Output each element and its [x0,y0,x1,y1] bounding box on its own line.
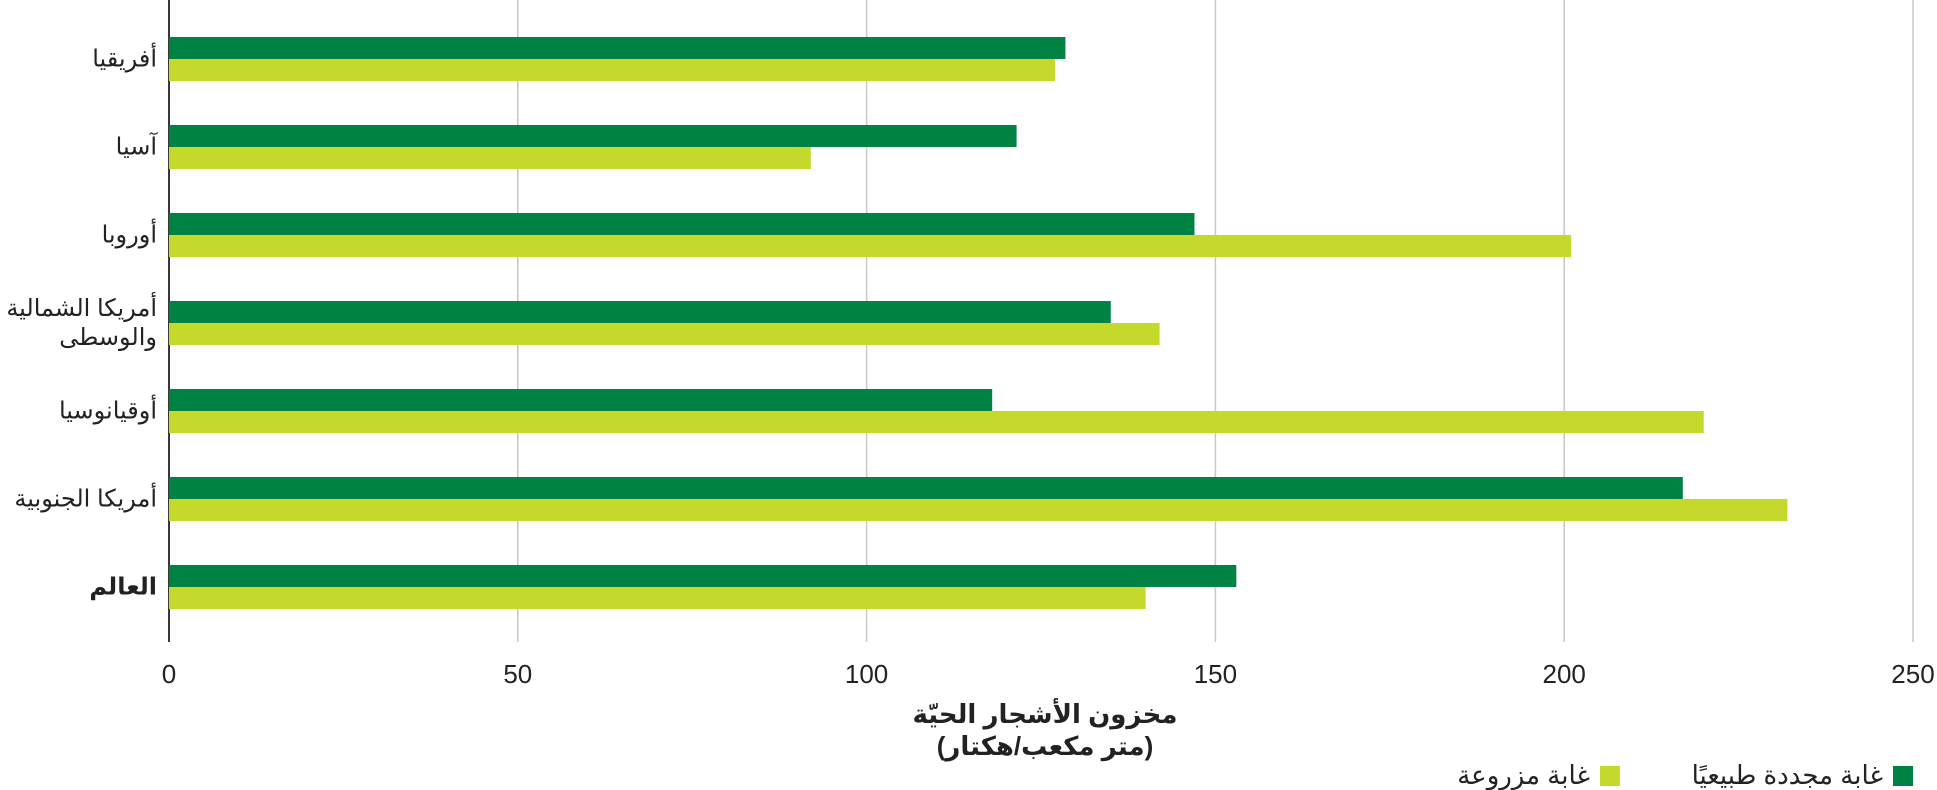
bar [169,59,1055,81]
bar [169,477,1683,499]
bar [169,587,1146,609]
legend-label: غابة مجددة طبيعيًا [1692,760,1883,790]
bar [169,323,1160,345]
x-tick-label: 0 [162,659,176,689]
bar [169,213,1195,235]
y-tick-label: أمريكا الشمالية والوسطى [6,295,157,351]
x-tick-label: 50 [503,659,532,689]
y-tick-label: أفريقيا [92,45,157,73]
bar [169,37,1066,59]
bar [169,147,811,169]
x-axis-title: (متر مكعب/هكتار) [937,731,1154,762]
bar [169,565,1237,587]
legend-swatch [1893,766,1913,786]
bar [169,499,1788,521]
x-tick-label: 250 [1891,659,1934,689]
y-tick-label: أمريكا الجنوبية [14,485,157,513]
bar [169,235,1572,257]
bar [169,125,1017,147]
x-axis-title: مخزون الأشجار الحيّة [913,698,1178,730]
legend-label: غابة مزروعة [1457,760,1590,790]
bar [169,411,1704,433]
y-tick-label: آسيا [115,133,157,161]
x-tick-label: 150 [1194,659,1237,689]
y-tick-label: العالم [89,573,157,601]
y-tick-label: أوروبا [101,221,157,249]
y-tick-label: أوقيانوسيا [58,397,157,425]
legend-swatch [1600,766,1620,786]
bar [169,301,1111,323]
bar [169,389,993,411]
x-tick-label: 100 [845,659,888,689]
x-tick-label: 200 [1543,659,1586,689]
